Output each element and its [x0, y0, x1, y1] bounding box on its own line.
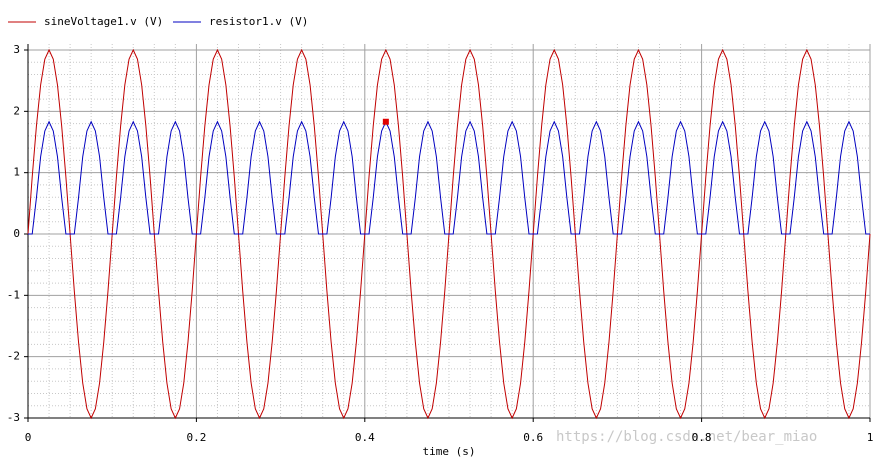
x-tick-label: 0.4	[355, 431, 375, 444]
y-tick-label: 2	[13, 104, 20, 117]
legend-label: resistor1.v (V)	[209, 15, 308, 28]
x-tick-label: 0.2	[186, 431, 206, 444]
y-tick-label: -2	[7, 350, 20, 363]
legend-label: sineVoltage1.v (V)	[44, 15, 163, 28]
x-tick-label: 0	[25, 431, 32, 444]
y-tick-label: 0	[13, 227, 20, 240]
y-tick-label: 3	[13, 43, 20, 56]
x-tick-label: 0.6	[523, 431, 543, 444]
watermark: https://blog.csdn.net/bear_miao	[556, 429, 817, 445]
x-tick-label: 0.8	[692, 431, 712, 444]
y-tick-label: -3	[7, 411, 20, 424]
x-tick-label: 1	[867, 431, 874, 444]
series-line	[28, 120, 870, 235]
marker	[382, 118, 389, 125]
x-axis-label: time (s)	[423, 445, 476, 458]
y-tick-label: -1	[7, 288, 20, 301]
y-tick-label: 1	[13, 166, 20, 179]
